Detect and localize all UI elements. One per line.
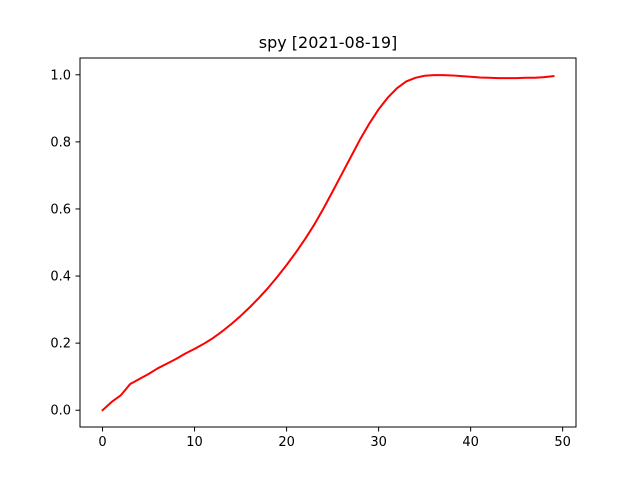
plot-area: 0 10 20 30 40 50 0.0 0.2 0.4 0.6 0.8 1.0 [50, 57, 577, 450]
y-tick-label: 0.6 [50, 202, 71, 217]
y-tick-label: 0.2 [50, 337, 71, 352]
x-tick-label: 20 [278, 435, 295, 450]
y-tick-label: 0.4 [50, 270, 71, 285]
y-tick-label: 0.0 [50, 404, 71, 419]
x-tick-label: 10 [186, 435, 203, 450]
y-tick-label: 0.8 [50, 135, 71, 150]
axes-frame [79, 57, 577, 428]
chart-title: spy [2021-08-19] [259, 33, 398, 52]
x-tick-label: 30 [370, 435, 387, 450]
x-tick-label: 0 [98, 435, 106, 450]
x-tick-label: 50 [554, 435, 571, 450]
y-tick-label: 1.0 [50, 68, 71, 83]
x-tick-label: 40 [462, 435, 479, 450]
series-line-0 [101, 74, 555, 412]
